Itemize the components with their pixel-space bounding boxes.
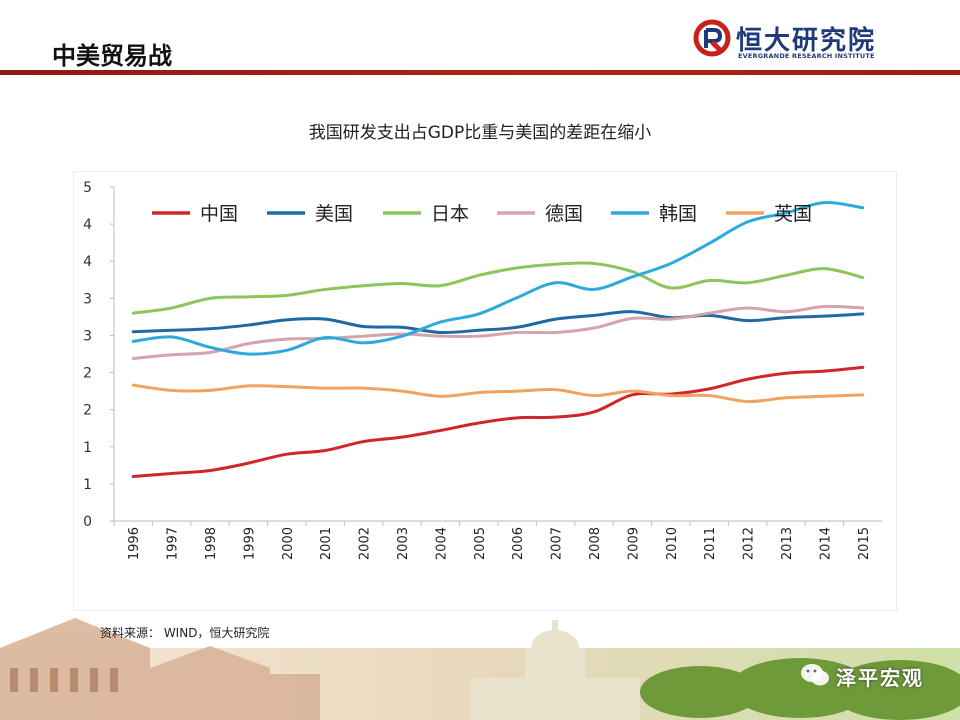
series-line	[131, 261, 865, 315]
x-tick-label: 2013	[780, 527, 795, 560]
line-chart: 0 1 1 2 2 3 3 4 4 5 1996 1997 1998 1999 2000 2001 2002 20…	[83, 180, 882, 560]
y-tick-label: 3	[83, 328, 92, 344]
y-tick-label: 4	[83, 254, 92, 270]
series-line	[131, 383, 865, 404]
x-tick-label: 2012	[742, 527, 757, 560]
evergrande-logo-icon	[693, 19, 731, 57]
logo-subtext: EVERGRANDE RESEARCH INSTITUTE	[738, 52, 875, 60]
x-tick-label: 1997	[166, 527, 181, 560]
y-tick-label: 1	[83, 477, 92, 493]
legend-label: 日本	[431, 203, 469, 225]
x-tick-label: 2015	[857, 527, 872, 560]
chart-title: 我国研发支出占GDP比重与美国的差距在缩小	[308, 123, 652, 143]
data-source-note: 资料来源： WIND，恒大研究院	[100, 626, 270, 640]
header-divider	[0, 70, 960, 75]
y-tick-label: 5	[83, 180, 92, 196]
x-tick-label: 1996	[127, 527, 142, 560]
series-line	[131, 310, 865, 335]
x-tick-label: 2011	[703, 527, 718, 560]
x-tick-label: 1998	[204, 527, 219, 560]
x-tick-label: 2002	[358, 527, 373, 560]
series-line	[131, 365, 865, 478]
x-tick-label: 2007	[550, 527, 565, 560]
footer-banner	[0, 608, 960, 720]
legend-label: 英国	[774, 203, 812, 225]
y-tick-label: 1	[83, 440, 92, 456]
footer-buildings-image	[0, 618, 960, 720]
x-tick-label: 2005	[473, 527, 488, 560]
x-tick-label: 2010	[665, 527, 680, 560]
legend-label: 美国	[315, 203, 353, 225]
x-tick-label: 2006	[511, 527, 526, 560]
watermark-text: 泽平宏观	[836, 666, 924, 690]
y-tick-label: 2	[83, 403, 92, 419]
page-title: 中美贸易战	[52, 42, 172, 70]
wechat-icon	[801, 664, 829, 686]
watermark: 泽平宏观	[800, 660, 940, 694]
logo: 恒大研究院 EVERGRANDE RESEARCH INSTITUTE	[692, 18, 892, 64]
x-tick-label: 2009	[626, 527, 641, 560]
x-tick-label: 2008	[588, 527, 603, 560]
series-line	[131, 304, 865, 360]
y-tick-label: 4	[83, 217, 92, 233]
legend-label: 韩国	[659, 203, 697, 225]
x-tick-label: 2014	[818, 527, 833, 560]
x-tick-label: 2001	[319, 527, 334, 560]
x-tick-label: 2004	[434, 527, 449, 560]
y-tick-label: 0	[83, 514, 92, 530]
logo-text: 恒大研究院	[736, 26, 877, 56]
series-line	[131, 201, 865, 356]
legend-label: 中国	[200, 203, 238, 225]
x-tick-label: 2000	[281, 527, 296, 560]
y-tick-label: 2	[83, 366, 92, 382]
chart-area: 0 1 1 2 2 3 3 4 4 5 1996 1997 1998 1999 2000 2001 2002 20…	[74, 172, 896, 610]
y-tick-label: 3	[83, 291, 92, 307]
legend-label: 德国	[545, 203, 583, 225]
x-tick-label: 1999	[242, 527, 257, 560]
x-tick-label: 2003	[396, 527, 411, 560]
